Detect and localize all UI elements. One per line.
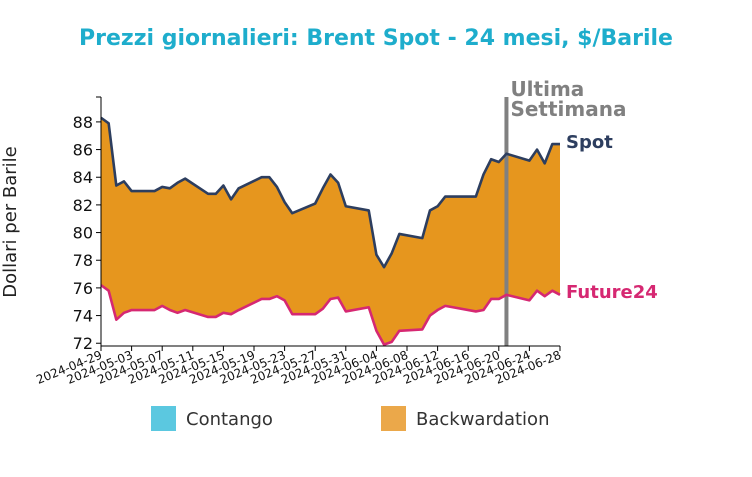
- spot-series-line: [100, 116, 560, 269]
- backwardation-legend-swatch: [381, 406, 406, 431]
- spot-series-label: Spot: [566, 132, 613, 153]
- future24-series-label: Future24: [566, 282, 658, 303]
- y-tick-label: 86: [73, 141, 93, 160]
- backwardation-legend-label: Backwardation: [416, 409, 549, 430]
- chart-title: Prezzi giornalieri: Brent Spot - 24 mesi…: [79, 26, 673, 51]
- last-week-label-line2: Settimana: [510, 97, 626, 121]
- label-layer: Spot Future24: [566, 132, 658, 303]
- y-tick-label: 76: [73, 279, 93, 298]
- last-week-label-line1: Ultima: [510, 77, 584, 101]
- contango-legend-swatch: [151, 406, 176, 431]
- y-tick-label: 88: [73, 113, 93, 132]
- future24-series-line: [100, 284, 561, 346]
- fill-layer: [101, 117, 560, 345]
- y-axis-label: Dollari per Barile: [0, 146, 21, 298]
- contango-legend-label: Contango: [186, 409, 273, 430]
- legend: Contango Backwardation: [151, 406, 549, 431]
- backwardation-fill: [101, 117, 560, 345]
- y-tick-label: 72: [73, 334, 93, 353]
- y-tick-label: 82: [73, 196, 93, 215]
- y-tick-label: 80: [73, 224, 93, 243]
- y-tick-label: 78: [73, 251, 93, 270]
- series-layer: [100, 116, 561, 346]
- y-tick-label: 84: [73, 168, 93, 187]
- y-tick-label: 74: [73, 307, 93, 326]
